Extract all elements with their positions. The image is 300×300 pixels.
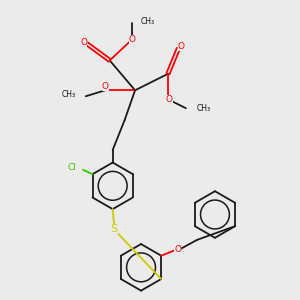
Text: O: O [178,43,185,52]
Text: O: O [102,82,109,91]
Text: CH₃: CH₃ [141,17,155,26]
Text: O: O [174,245,181,254]
Text: O: O [166,95,173,104]
Text: CH₃: CH₃ [196,104,210,113]
Text: O: O [129,35,136,44]
Text: CH₃: CH₃ [61,90,75,99]
Text: O: O [80,38,87,47]
Text: S: S [111,224,118,233]
Text: Cl: Cl [67,163,76,172]
